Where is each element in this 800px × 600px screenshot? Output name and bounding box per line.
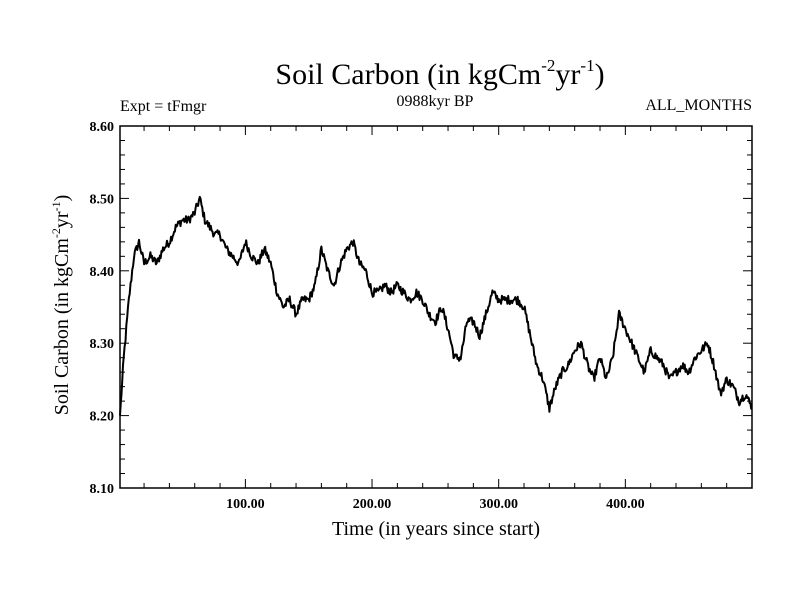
y-tick-label: 8.60 [90, 120, 115, 135]
x-tick-label: 100.00 [226, 497, 265, 512]
soil-carbon-series-line [119, 195, 753, 416]
plot-frame [119, 125, 753, 489]
chart-title: Soil Carbon (in kgCm-2yr-1) [275, 56, 604, 91]
x-axis-label: Time (in years since start) [332, 518, 540, 540]
x-tick-label: 300.00 [479, 497, 518, 512]
period-note: 0988kyr BP [397, 93, 474, 110]
y-axis-label: Soil Carbon (in kgCm-2yr-1) [49, 195, 73, 416]
y-tick-label: 8.50 [90, 192, 115, 207]
experiment-note: Expt = tFmgr [120, 98, 207, 115]
y-axis: 8.10 8.20 8.30 8.40 8.50 8.60 [90, 120, 752, 497]
x-tick-label: 200.00 [353, 497, 392, 512]
x-tick-label: 400.00 [606, 497, 645, 512]
y-tick-label: 8.30 [90, 337, 115, 352]
x-axis: 100.00 200.00 300.00 400.00 [143, 126, 753, 512]
months-note: ALL_MONTHS [645, 97, 752, 114]
y-tick-label: 8.10 [90, 482, 115, 497]
y-tick-label: 8.20 [90, 410, 115, 425]
y-tick-label: 8.40 [90, 265, 115, 280]
